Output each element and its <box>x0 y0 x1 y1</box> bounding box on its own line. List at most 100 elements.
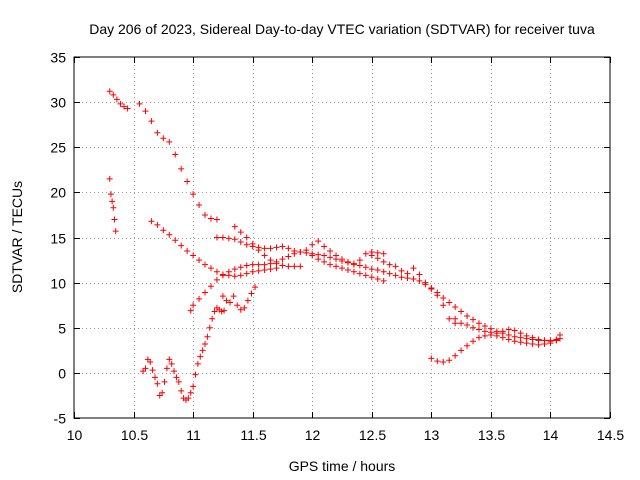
data-point <box>297 263 304 270</box>
data-point <box>517 330 524 337</box>
y-tick-label: 5 <box>58 321 66 337</box>
data-point <box>452 315 459 322</box>
data-point <box>374 266 381 273</box>
data-point <box>136 100 143 107</box>
data-point <box>398 267 405 274</box>
data-point <box>154 221 161 228</box>
data-point <box>202 261 209 268</box>
data-point <box>113 96 120 103</box>
data-point <box>350 268 357 275</box>
data-point <box>446 357 453 364</box>
data-point <box>523 340 530 347</box>
data-point <box>221 307 228 314</box>
data-point <box>493 332 500 339</box>
data-point <box>470 324 477 331</box>
data-point <box>231 266 238 273</box>
x-tick-label: 12 <box>305 427 321 443</box>
data-point <box>344 266 351 273</box>
data-point <box>362 264 369 271</box>
data-point <box>380 268 387 275</box>
data-point <box>231 273 238 280</box>
data-point <box>556 331 563 338</box>
data-point <box>464 322 471 329</box>
data-point <box>249 268 256 275</box>
data-point <box>458 308 465 315</box>
data-point <box>452 303 459 310</box>
y-tick-label: 25 <box>50 140 66 156</box>
data-point <box>166 138 173 145</box>
data-point <box>160 227 167 234</box>
data-point <box>315 238 322 245</box>
data-point <box>428 285 435 292</box>
data-point <box>211 308 218 315</box>
data-point <box>285 263 292 270</box>
series-arc-c <box>136 100 220 223</box>
data-point <box>440 359 447 366</box>
data-point <box>168 360 175 367</box>
data-point <box>163 365 170 372</box>
data-point <box>487 331 494 338</box>
axis-ticks: 10 10.5 11 11.5 12 12.5 13 13.5 14 14.5 -5 0 5 10 15 20… <box>50 50 624 444</box>
data-point <box>344 259 351 266</box>
data-point <box>410 276 417 283</box>
data-point <box>249 261 256 268</box>
data-point <box>285 245 292 252</box>
series-arc-i <box>219 284 259 313</box>
data-point <box>315 251 322 258</box>
data-points <box>106 88 563 403</box>
y-axis-label: SDTVAR / TECUs <box>9 181 25 293</box>
data-point <box>267 257 274 264</box>
data-point <box>291 248 298 255</box>
data-point <box>225 268 232 275</box>
data-point <box>339 265 345 272</box>
data-point <box>213 234 220 241</box>
data-point <box>255 267 262 274</box>
data-point <box>196 295 203 302</box>
data-point <box>110 91 117 98</box>
data-point <box>223 297 230 304</box>
data-point <box>434 358 441 365</box>
data-point <box>107 191 114 198</box>
data-point <box>261 252 268 259</box>
data-point <box>219 293 226 300</box>
data-point <box>267 245 274 252</box>
data-point <box>297 248 304 255</box>
data-point <box>279 262 286 269</box>
data-point <box>535 341 542 348</box>
data-point <box>273 260 280 267</box>
y-tick-label: 15 <box>50 231 66 247</box>
data-point <box>321 258 328 265</box>
series-arc-j <box>309 250 563 345</box>
data-point <box>147 359 154 366</box>
data-point <box>279 256 286 263</box>
data-point <box>255 247 262 254</box>
data-point <box>440 294 447 301</box>
data-point <box>178 242 185 249</box>
data-point <box>109 198 116 205</box>
data-point <box>356 257 363 264</box>
data-point <box>255 261 262 268</box>
data-point <box>166 356 173 363</box>
x-tick-label: 11.5 <box>240 427 266 443</box>
series-arc-a <box>106 175 119 235</box>
data-point <box>547 340 554 347</box>
series-arc-e <box>140 304 228 403</box>
data-point <box>231 223 238 230</box>
chart-title: Day 206 of 2023, Sidereal Day-to-day VTE… <box>89 21 595 37</box>
data-point <box>499 328 506 335</box>
data-point <box>106 88 113 95</box>
data-point <box>380 250 387 257</box>
data-point <box>291 263 298 270</box>
data-point <box>202 289 209 296</box>
data-point <box>190 383 197 390</box>
y-tick-label: 20 <box>50 185 66 201</box>
data-point <box>327 248 334 255</box>
data-point <box>187 389 194 396</box>
data-point <box>185 395 192 402</box>
series-arc-m <box>428 331 563 366</box>
data-point <box>196 257 203 264</box>
data-point <box>475 334 482 341</box>
data-point <box>213 276 220 283</box>
data-point <box>159 389 166 396</box>
data-point <box>529 334 536 341</box>
